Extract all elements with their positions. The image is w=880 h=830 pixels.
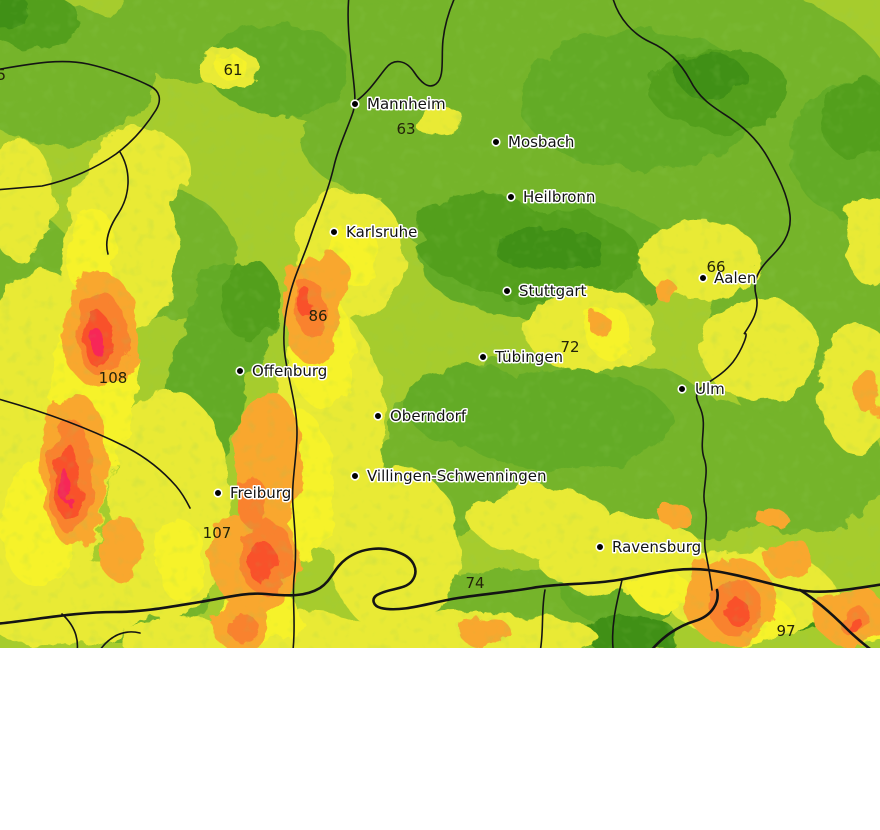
city-stuttgart: Stuttgart <box>502 281 588 302</box>
city-aalen: Aalen <box>698 268 758 289</box>
terrain-speckle-texture <box>0 0 880 648</box>
city-label: Oberndorf <box>390 407 467 425</box>
city-mosbach: Mosbach <box>491 132 576 153</box>
map-footer: Windböen (in km/h) Modell: ICON-D2 03z, … <box>0 648 880 830</box>
city-dot <box>350 471 360 481</box>
wind-value-label: 72 <box>560 338 579 356</box>
city-label: Stuttgart <box>519 282 587 300</box>
city-ravensburg: Ravensburg <box>595 537 703 558</box>
city-dot <box>491 137 501 147</box>
city-mannheim: Mannheim <box>350 94 447 115</box>
city-freiburg: Freiburg <box>213 483 293 504</box>
city-heilbronn: Heilbronn <box>506 187 597 208</box>
city-dot <box>350 99 360 109</box>
map-area: Mannheim Mosbach Heilbronn Karlsruhe Stu… <box>0 0 880 648</box>
city-dot <box>698 273 708 283</box>
city-dot <box>373 411 383 421</box>
city-oberndorf: Oberndorf <box>373 406 468 427</box>
city-label: Heilbronn <box>523 188 595 206</box>
city-label: Freiburg <box>230 484 291 502</box>
germany-wind-map: Mannheim Mosbach Heilbronn Karlsruhe Stu… <box>0 0 880 648</box>
city-label: Ravensburg <box>612 538 701 556</box>
city-offenburg: Offenburg <box>235 361 329 382</box>
city-dot <box>213 488 223 498</box>
city-label: Offenburg <box>252 362 327 380</box>
wind-value-label: 65 <box>0 66 6 84</box>
city-villingen-schwenningen: Villingen-Schwenningen <box>350 466 548 487</box>
city-label: Ulm <box>695 380 725 398</box>
city-dot <box>478 352 488 362</box>
wind-value-label: 108 <box>99 369 128 387</box>
city-dot <box>235 366 245 376</box>
wind-value-label: 107 <box>203 524 232 542</box>
city-tuebingen: Tübingen <box>478 347 565 368</box>
city-karlsruhe: Karlsruhe <box>329 222 419 243</box>
city-dot <box>506 192 516 202</box>
country-borders <box>0 547 880 648</box>
city-markers: Mannheim Mosbach Heilbronn Karlsruhe Stu… <box>213 94 758 558</box>
city-dot <box>677 384 687 394</box>
city-label: Villingen-Schwenningen <box>367 467 547 485</box>
city-dot <box>502 286 512 296</box>
city-label: Tübingen <box>494 348 563 366</box>
city-label: Aalen <box>714 269 756 287</box>
wind-value-labels: 65 61 63 66 86 72 108 107 74 97 <box>0 61 796 640</box>
city-dot <box>329 227 339 237</box>
city-label: Karlsruhe <box>346 223 417 241</box>
wind-value-label: 86 <box>308 307 327 325</box>
wind-value-label: 66 <box>706 258 725 276</box>
city-label: Mannheim <box>367 95 446 113</box>
city-label: Mosbach <box>508 133 574 151</box>
city-dot <box>595 542 605 552</box>
wind-value-label: 61 <box>223 61 242 79</box>
wind-value-label: 63 <box>396 120 415 138</box>
wind-value-label: 97 <box>776 622 795 640</box>
wind-value-label: 74 <box>465 574 484 592</box>
city-ulm: Ulm <box>677 379 726 400</box>
